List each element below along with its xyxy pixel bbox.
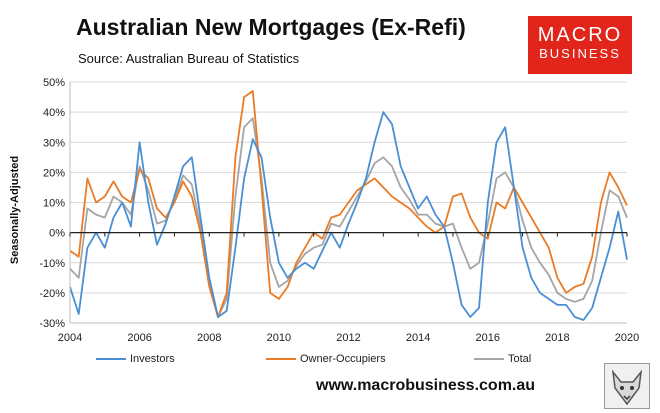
legend-label-total: Total <box>508 353 532 365</box>
x-tick-label: 2006 <box>127 332 151 344</box>
y-tick-label: 30% <box>43 137 65 149</box>
chart-tick-labels: 50% 40% 30% 20% 10% 0% -10% -20% -30% 2004 2006 200… <box>39 77 639 344</box>
investors-series-line <box>69 111 628 321</box>
total-series-line <box>69 117 628 318</box>
x-tick-label: 2008 <box>197 332 221 344</box>
legend-item-investors: Investors <box>96 353 175 365</box>
legend-label-investors: Investors <box>130 353 175 365</box>
y-tick-label: 40% <box>43 107 65 119</box>
chart-series-layer <box>69 90 628 321</box>
y-tick-label: -30% <box>39 318 65 330</box>
legend-swatch-owner-occupiers <box>266 358 296 361</box>
legend-item-total: Total <box>474 353 531 365</box>
owner-occupiers-series-line <box>69 90 628 318</box>
legend-swatch-total <box>474 358 504 361</box>
y-tick-label: 0% <box>49 228 65 240</box>
chart-axes <box>69 82 628 324</box>
y-tick-label: -20% <box>39 288 65 300</box>
x-tick-label: 2014 <box>406 332 430 344</box>
y-tick-label: 50% <box>43 77 65 89</box>
website-url: www.macrobusiness.com.au <box>316 377 536 394</box>
chart-title: Australian New Mortgages (Ex-Refi) <box>76 14 466 40</box>
x-tick-label: 2016 <box>476 332 500 344</box>
legend-item-owner-occupiers: Owner-Occupiers <box>266 353 386 365</box>
x-tick-label: 2020 <box>615 332 639 344</box>
chart-subtitle: Source: Australian Bureau of Statistics <box>78 51 300 66</box>
y-tick-label: 10% <box>43 198 65 210</box>
x-tick-label: 2010 <box>267 332 291 344</box>
logo-line-1: MACRO <box>537 24 623 46</box>
x-tick-label: 2018 <box>545 332 569 344</box>
legend-label-owner-occupiers: Owner-Occupiers <box>300 353 386 365</box>
x-tick-label: 2012 <box>336 332 360 344</box>
chart-legend: Investors Owner-Occupiers Total <box>96 353 566 367</box>
x-tick-label: 2004 <box>58 332 82 344</box>
macrobusiness-logo: MACRO BUSINESS <box>528 16 632 74</box>
wolf-mascot-icon <box>604 363 650 409</box>
y-tick-label: -10% <box>39 258 65 270</box>
legend-swatch-investors <box>96 358 126 361</box>
y-tick-label: 20% <box>43 167 65 179</box>
wolf-drawing <box>611 369 643 406</box>
logo-line-2: BUSINESS <box>539 46 621 61</box>
